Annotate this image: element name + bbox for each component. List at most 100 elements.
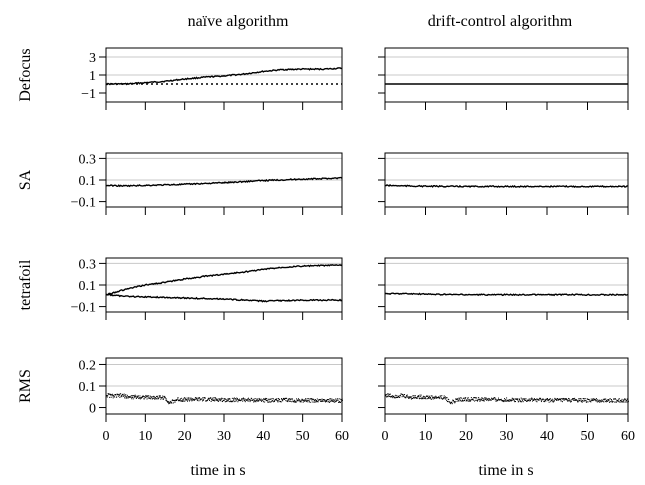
- data-point: [320, 399, 322, 401]
- data-point: [556, 399, 558, 401]
- data-point: [281, 398, 283, 400]
- data-point: [517, 399, 519, 401]
- data-point: [329, 401, 331, 403]
- data-point: [418, 397, 420, 399]
- data-point: [266, 397, 268, 399]
- data-point: [434, 397, 435, 399]
- data-point: [127, 397, 129, 399]
- data-point: [519, 400, 521, 402]
- data-point: [530, 398, 532, 400]
- data-point: [189, 399, 191, 401]
- data-point: [620, 399, 622, 401]
- data-point: [179, 399, 181, 401]
- data-point: [191, 398, 193, 400]
- data-point: [340, 398, 342, 400]
- data-point: [141, 395, 143, 397]
- data-point: [277, 401, 279, 403]
- data-point: [118, 393, 120, 395]
- data-point: [264, 398, 266, 400]
- data-point: [140, 397, 142, 399]
- data-point: [618, 399, 620, 401]
- data-point: [340, 401, 342, 403]
- data-point: [458, 397, 460, 399]
- data-point: [607, 399, 609, 401]
- data-point: [218, 400, 220, 402]
- data-point: [552, 400, 554, 402]
- data-point: [248, 398, 250, 400]
- data-point: [469, 399, 471, 401]
- y-tick-label: 1: [89, 69, 96, 84]
- data-point: [264, 397, 266, 399]
- data-point: [585, 400, 587, 402]
- data-point: [131, 398, 133, 400]
- data-point: [112, 395, 114, 397]
- data-point: [455, 398, 457, 400]
- data-point: [394, 397, 396, 399]
- data-point: [568, 398, 570, 400]
- data-point: [443, 396, 445, 398]
- data-point: [440, 397, 442, 399]
- data-point: [143, 398, 145, 400]
- data-point: [483, 400, 485, 402]
- data-point: [110, 396, 112, 398]
- data-point: [332, 399, 334, 401]
- x-axis-title-drift-control: time in s: [478, 462, 533, 479]
- data-point: [135, 397, 137, 399]
- data-point: [314, 401, 316, 403]
- data-point: [535, 400, 537, 402]
- data-point: [202, 399, 204, 401]
- data-point: [512, 399, 514, 401]
- data-point: [297, 398, 299, 400]
- data-point: [309, 401, 311, 403]
- data-point: [290, 400, 292, 402]
- data-point: [174, 401, 176, 403]
- series-line: [105, 263, 343, 296]
- data-point: [531, 398, 533, 400]
- data-point: [151, 396, 153, 398]
- data-point: [564, 398, 566, 400]
- data-point: [131, 395, 133, 397]
- data-point: [566, 399, 568, 401]
- data-point: [401, 396, 403, 398]
- data-point: [260, 399, 262, 401]
- data-point: [139, 395, 141, 397]
- data-point: [108, 393, 110, 395]
- data-point: [286, 400, 288, 402]
- data-point: [512, 398, 514, 400]
- data-point: [491, 398, 493, 400]
- data-point: [142, 395, 144, 397]
- data-point: [227, 400, 229, 402]
- data-point: [233, 399, 235, 401]
- data-point: [253, 398, 255, 400]
- data-point: [296, 400, 298, 402]
- data-point: [110, 394, 112, 396]
- data-point: [533, 398, 535, 400]
- data-point: [166, 400, 168, 402]
- data-point: [198, 397, 200, 399]
- data-point: [524, 398, 526, 400]
- data-point: [389, 393, 391, 395]
- data-point: [281, 398, 283, 400]
- data-point: [454, 402, 456, 404]
- data-point: [231, 400, 233, 402]
- data-point: [555, 398, 557, 400]
- data-point: [391, 396, 393, 398]
- data-point: [185, 399, 187, 401]
- data-point: [229, 398, 231, 400]
- x-tick-label: 0: [382, 429, 389, 444]
- data-point: [618, 398, 620, 400]
- data-point: [481, 397, 483, 399]
- data-point: [152, 397, 154, 399]
- data-point: [491, 397, 493, 399]
- data-point: [118, 395, 120, 397]
- data-point: [252, 399, 254, 401]
- data-point: [600, 400, 602, 402]
- data-point: [242, 398, 244, 400]
- data-point: [387, 394, 389, 396]
- data-point: [510, 399, 512, 401]
- data-point: [472, 399, 474, 401]
- data-point: [136, 396, 138, 398]
- x-tick-label: 0: [103, 429, 110, 444]
- data-point: [393, 395, 395, 397]
- data-point: [174, 400, 176, 402]
